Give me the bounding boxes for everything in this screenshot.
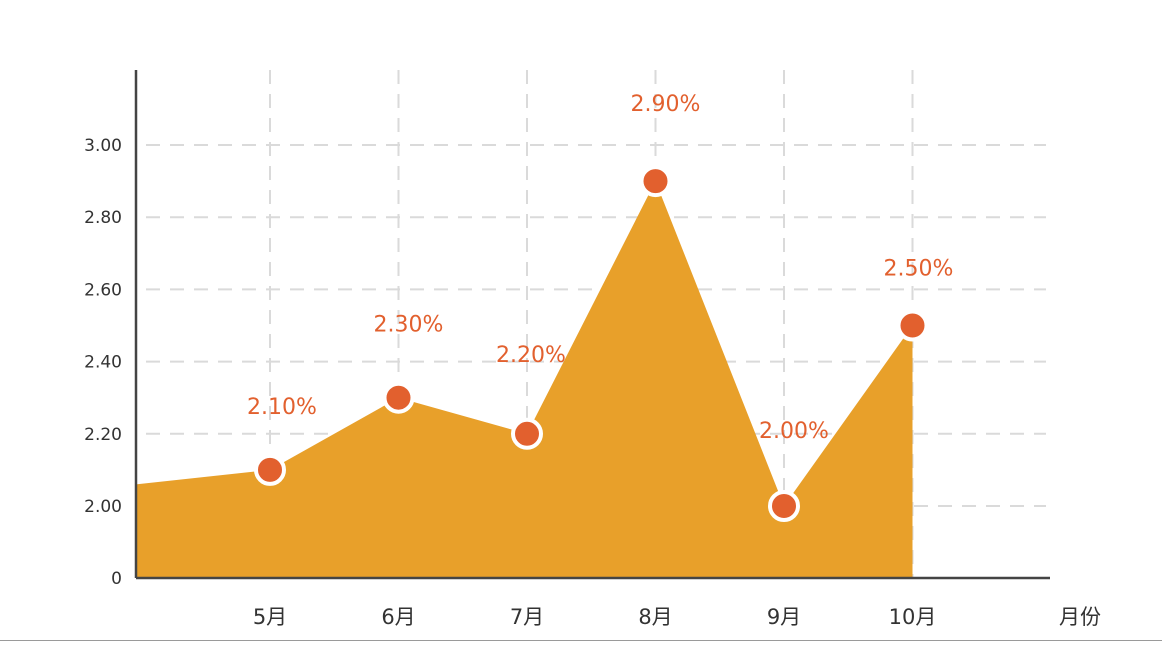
- x-tick-label: 8月: [638, 605, 672, 629]
- data-labels: 2.10% 2.30% 2.20% 2.90% 2.00% 2.50%: [247, 92, 953, 444]
- x-axis-unit-label: 月份: [1059, 605, 1101, 629]
- data-point: [768, 490, 800, 522]
- data-point: [639, 165, 672, 198]
- x-tick-label: 7月: [510, 605, 544, 629]
- data-point: [382, 381, 415, 414]
- x-tick-label: 5月: [253, 605, 287, 629]
- x-tick-label: 9月: [767, 605, 801, 629]
- data-label: 2.90%: [631, 92, 701, 117]
- data-point: [254, 453, 286, 486]
- y-tick-label: 2.40: [84, 353, 122, 373]
- y-tick-label: 2.00: [84, 497, 122, 517]
- bottom-divider: [0, 640, 1162, 641]
- data-markers: [254, 165, 929, 522]
- x-tick-label: 6月: [381, 605, 415, 629]
- y-tick-label: 2.80: [84, 208, 122, 228]
- y-tick-label: 3.00: [84, 136, 122, 156]
- x-axis-ticks: 5月 6月 7月 8月 9月 10月: [253, 605, 937, 629]
- data-label: 2.20%: [496, 343, 566, 368]
- area-series: [136, 181, 913, 578]
- y-axis-ticks: 0 2.00 2.20 2.40 2.60 2.80 3.00: [84, 136, 122, 589]
- y-tick-label: 2.60: [84, 280, 122, 300]
- data-label: 2.50%: [884, 257, 954, 282]
- data-label: 2.00%: [759, 419, 829, 444]
- x-tick-label: 10月: [889, 605, 937, 629]
- data-label: 2.10%: [247, 395, 317, 420]
- y-tick-label: 2.20: [84, 425, 122, 445]
- data-label: 2.30%: [374, 313, 444, 338]
- y-tick-label: 0: [111, 569, 122, 589]
- data-point: [511, 417, 543, 450]
- data-point: [896, 309, 929, 342]
